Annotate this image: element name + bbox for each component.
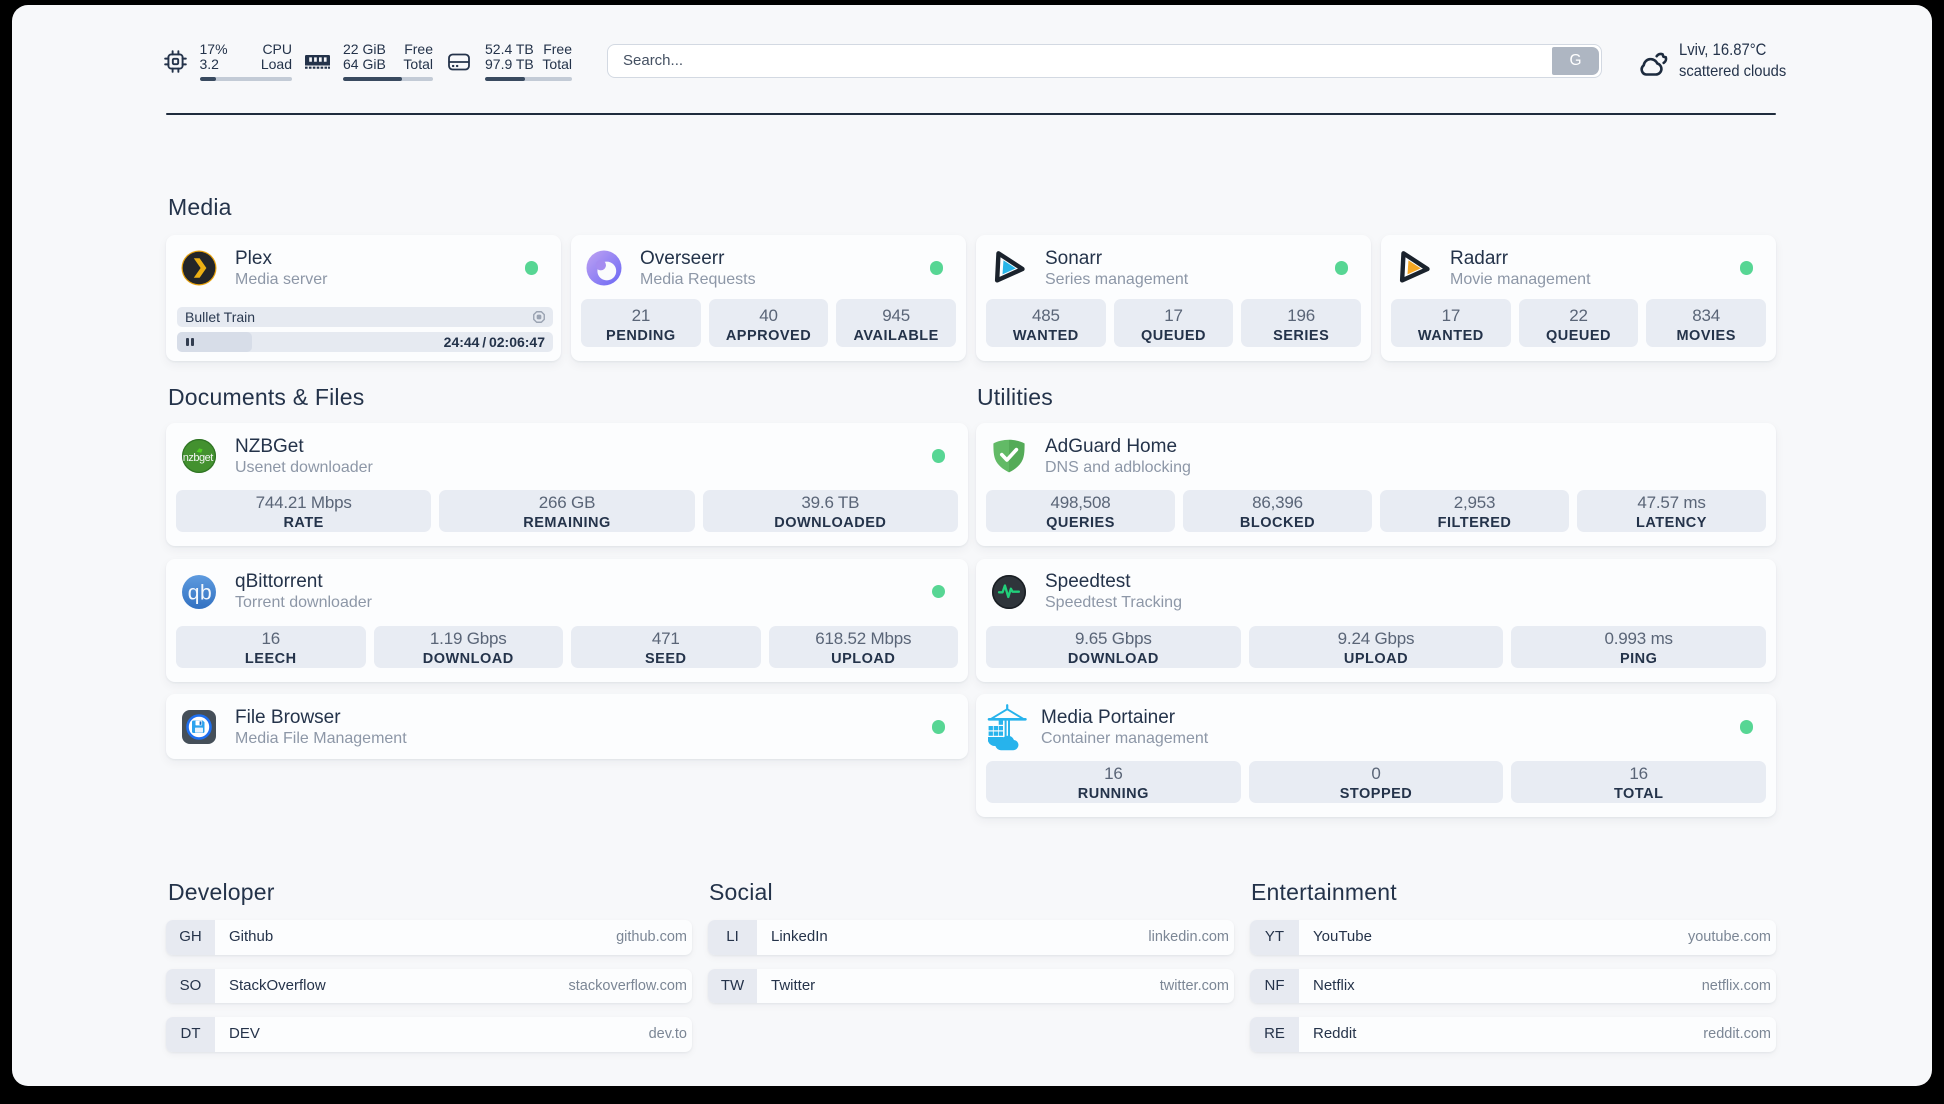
svg-text:qb: qb [188, 581, 212, 604]
svg-text:nzbget: nzbget [183, 452, 213, 464]
